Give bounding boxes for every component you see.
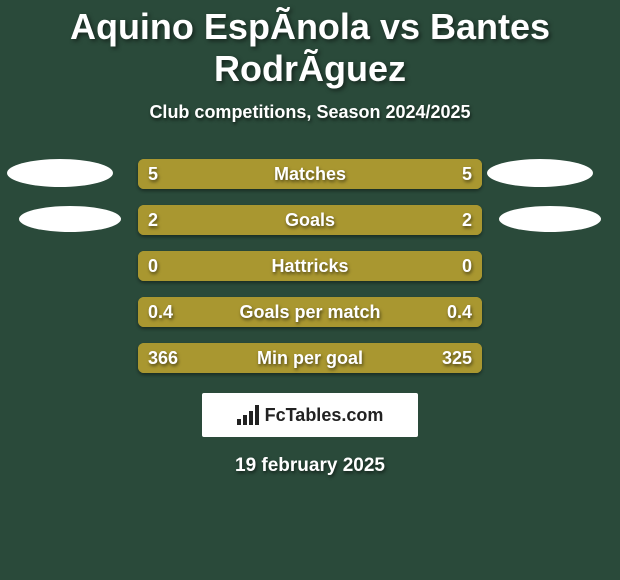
bar-chart-icon [237, 405, 259, 425]
stat-bar-track [138, 343, 482, 373]
stat-row: Matches55 [0, 159, 620, 189]
infographic-container: Aquino EspÃnola vs Bantes RodrÃguez Club… [0, 0, 620, 477]
page-subtitle: Club competitions, Season 2024/2025 [0, 102, 620, 123]
stat-bar-track [138, 297, 482, 327]
stat-row: Hattricks00 [0, 251, 620, 281]
stat-value-right: 5 [462, 159, 472, 189]
stat-bar-track [138, 159, 482, 189]
player-ellipse-left [19, 206, 121, 232]
brand-badge: FcTables.com [202, 393, 418, 437]
footer-date: 19 february 2025 [0, 455, 620, 477]
stat-bar-right [310, 205, 482, 235]
stat-value-left: 366 [148, 343, 178, 373]
stat-value-right: 0.4 [447, 297, 472, 327]
brand-icon-bar [249, 411, 253, 425]
stat-bar-track [138, 205, 482, 235]
player-ellipse-right [487, 159, 593, 187]
stat-bar-left [138, 159, 310, 189]
page-title: Aquino EspÃnola vs Bantes RodrÃguez [0, 0, 620, 90]
stat-bar-right [310, 251, 482, 281]
stat-row: Min per goal366325 [0, 343, 620, 373]
brand-text: FcTables.com [265, 405, 384, 426]
stats-rows: Matches55Goals22Hattricks00Goals per mat… [0, 159, 620, 373]
stat-value-left: 0 [148, 251, 158, 281]
stat-bar-right [310, 159, 482, 189]
brand-icon-bar [237, 419, 241, 425]
stat-value-left: 0.4 [148, 297, 173, 327]
stat-value-right: 0 [462, 251, 472, 281]
stat-bar-left [138, 205, 310, 235]
stat-value-right: 2 [462, 205, 472, 235]
brand-icon-bar [255, 405, 259, 425]
brand-icon-bar [243, 415, 247, 425]
player-ellipse-left [7, 159, 113, 187]
player-ellipse-right [499, 206, 601, 232]
stat-row: Goals22 [0, 205, 620, 235]
stat-bar-left [138, 251, 310, 281]
stat-value-left: 2 [148, 205, 158, 235]
stat-bar-track [138, 251, 482, 281]
stat-value-left: 5 [148, 159, 158, 189]
stat-row: Goals per match0.40.4 [0, 297, 620, 327]
stat-value-right: 325 [442, 343, 472, 373]
